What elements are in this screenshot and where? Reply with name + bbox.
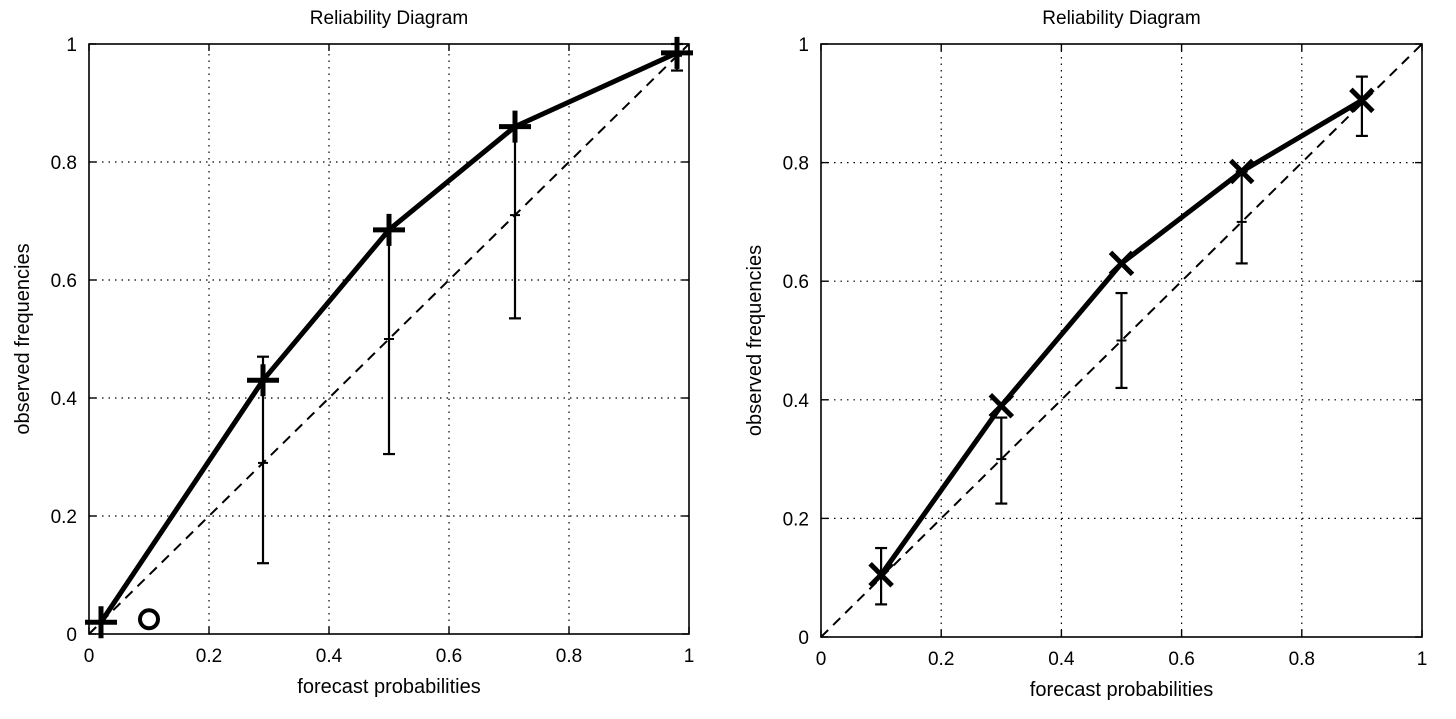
data-point: [868, 561, 894, 588]
x-tick-label: 0: [816, 649, 827, 670]
x-tick-label: 0.2: [928, 649, 954, 670]
data-point: [988, 392, 1015, 419]
y-axis-label: observed frequencies: [744, 245, 766, 436]
y-tick-label: 0: [66, 625, 77, 646]
x-tick-label: 0.4: [1048, 649, 1075, 670]
y-tick-label: 0.4: [51, 389, 78, 410]
y-tick-label: 0.2: [51, 507, 77, 528]
y-tick-label: 0.8: [783, 154, 809, 175]
chart-title: Reliability Diagram: [310, 8, 468, 29]
chart-1: 0 0.2 0.4 0.6 0.8 1 0 0.2 0.4 0.6 0.8 1 Reliability …: [12, 8, 694, 698]
y-tick-label: 0: [798, 628, 809, 649]
chart-title: Reliability Diagram: [1042, 8, 1200, 29]
y-tick-label: 1: [798, 35, 809, 56]
data-point: [247, 364, 279, 397]
reference-diagonal-line: [820, 43, 1423, 638]
x-tick-label: 0.4: [316, 646, 343, 667]
reference-diagonal-line: [88, 43, 690, 635]
data-point: [373, 213, 405, 246]
data-point: [1349, 87, 1375, 114]
data-point: [1108, 250, 1135, 277]
data-point: [499, 110, 531, 143]
y-axis-label: observed frequencies: [12, 243, 34, 434]
x-tick-label: 0.2: [196, 646, 222, 667]
y-tick-label: 0.2: [783, 509, 809, 530]
chart-2: 0 0.2 0.4 0.6 0.8 1 0 0.2 0.4 0.6 0.8 1 Reliability …: [744, 8, 1427, 701]
y-tick-label: 1: [66, 35, 77, 56]
y-tick-label: 0.8: [51, 153, 77, 174]
x-axis-label: forecast probabilities: [297, 676, 480, 698]
plot-frame: [88, 43, 690, 635]
x-tick-label: 0: [84, 646, 95, 667]
circle-marker: [138, 608, 160, 631]
x-tick-label: 1: [684, 646, 695, 667]
x-axis-label: forecast probabilities: [1030, 679, 1213, 701]
x-tick-label: 0.8: [556, 646, 582, 667]
x-tick-label: 1: [1417, 649, 1428, 670]
x-tick-label: 0.8: [1289, 649, 1315, 670]
x-tick-label: 0.6: [436, 646, 462, 667]
data-point: [1228, 158, 1255, 185]
data-point: [661, 36, 693, 69]
y-tick-label: 0.4: [783, 391, 810, 412]
x-tick-label: 0.6: [1168, 649, 1194, 670]
plot-frame: [820, 43, 1423, 638]
y-tick-label: 0.6: [51, 271, 77, 292]
y-tick-label: 0.6: [783, 272, 809, 293]
data-point: [85, 606, 117, 639]
